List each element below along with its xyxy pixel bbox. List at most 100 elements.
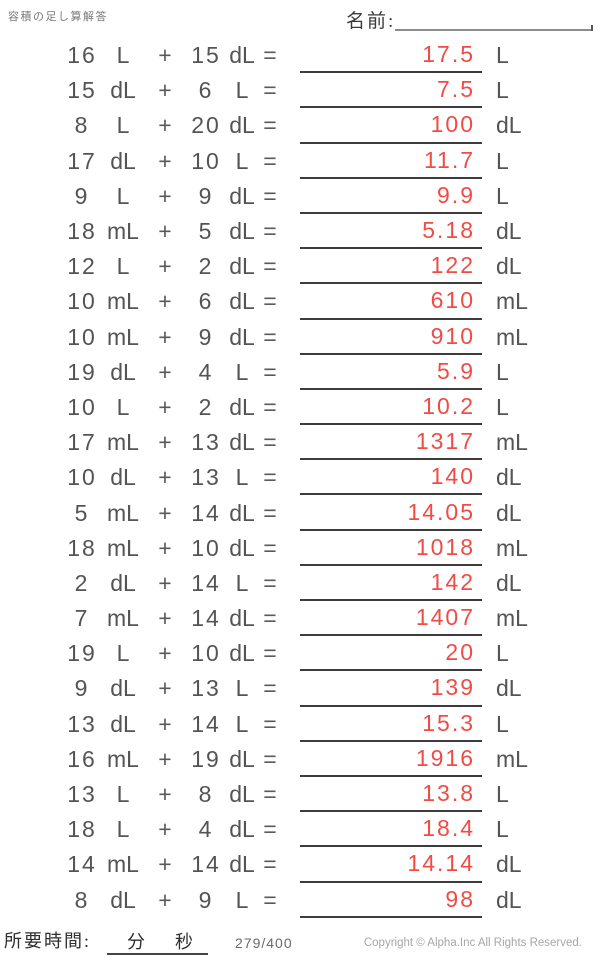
answer-unit: L xyxy=(496,77,509,104)
answer-blank: 139 xyxy=(300,671,482,707)
addend-2-unit: dL xyxy=(229,640,255,667)
plus-sign: + xyxy=(158,288,172,315)
addend-1-unit: mL xyxy=(107,499,139,526)
answer-value: 7.5 xyxy=(437,76,475,103)
addend-2-unit: dL xyxy=(229,851,255,878)
equals-sign: = xyxy=(263,358,277,385)
answer-value: 9.9 xyxy=(437,181,475,208)
addend-2-unit: dL xyxy=(229,182,255,209)
addend-1: 18 xyxy=(67,816,97,843)
addend-1-unit: L xyxy=(116,816,130,843)
addend-1-unit: dL xyxy=(110,77,136,104)
equals-sign: = xyxy=(263,640,277,667)
addend-1-unit: mL xyxy=(107,851,139,878)
addend-1: 10 xyxy=(67,288,97,315)
addend-1: 19 xyxy=(67,640,97,667)
equals-sign: = xyxy=(263,147,277,174)
answer-value: 1317 xyxy=(415,428,475,455)
addend-1: 8 xyxy=(74,886,90,913)
problem-row: 13 L + 8 dL = 13.8 L xyxy=(0,777,600,813)
answer-blank: 610 xyxy=(300,284,482,320)
plus-sign: + xyxy=(158,218,172,245)
addend-2-unit: dL xyxy=(229,253,255,280)
answer-value: 5.18 xyxy=(422,217,475,244)
addend-2-unit: dL xyxy=(229,42,255,69)
answer-unit: L xyxy=(496,393,509,420)
answer-blank: 7.5 xyxy=(300,73,482,109)
equals-sign: = xyxy=(263,464,277,491)
addend-2-unit: L xyxy=(235,886,249,913)
equals-sign: = xyxy=(263,218,277,245)
problem-row: 2 dL + 14 L = 142 dL xyxy=(0,566,600,601)
plus-sign: + xyxy=(158,77,172,104)
problem-row: 14 mL + 14 dL = 14.14 dL xyxy=(0,847,600,883)
problem-row: 9 L + 9 dL = 9.9 L xyxy=(0,179,600,214)
equals-sign: = xyxy=(263,745,277,772)
addend-2-unit: dL xyxy=(229,534,255,561)
addend-2: 6 xyxy=(198,288,214,315)
answer-value: 14.14 xyxy=(407,850,475,877)
answer-unit: dL xyxy=(496,253,522,280)
addend-1: 10 xyxy=(67,393,97,420)
addend-2-unit: dL xyxy=(229,112,255,139)
answer-value: 15.3 xyxy=(422,709,475,736)
addend-1: 14 xyxy=(67,851,97,878)
name-label: 名前: xyxy=(346,11,396,32)
answer-unit: dL xyxy=(496,886,522,913)
equals-sign: = xyxy=(263,112,277,139)
equals-sign: = xyxy=(263,42,277,69)
problem-row: 16 mL + 19 dL = 1916 mL xyxy=(0,742,600,777)
plus-sign: + xyxy=(158,253,172,280)
answer-value: 14.05 xyxy=(407,498,475,525)
answer-unit: mL xyxy=(496,605,528,632)
plus-sign: + xyxy=(158,147,172,174)
answer-unit: L xyxy=(496,640,509,667)
problem-row: 17 mL + 13 dL = 1317 mL xyxy=(0,425,600,461)
addend-2: 6 xyxy=(198,77,214,104)
answer-value: 140 xyxy=(430,463,475,490)
addend-1: 19 xyxy=(67,358,97,385)
time-required-label: 所要時間: xyxy=(4,931,92,951)
answer-blank: 14.14 xyxy=(300,847,482,883)
addend-1: 9 xyxy=(74,182,90,209)
answer-value: 1018 xyxy=(415,533,475,560)
answer-blank: 140 xyxy=(300,460,482,496)
addend-1: 9 xyxy=(74,675,90,702)
answer-unit: L xyxy=(496,42,509,69)
plus-sign: + xyxy=(158,112,172,139)
addend-2: 4 xyxy=(198,816,214,843)
addend-2: 10 xyxy=(191,147,221,174)
addend-2-unit: L xyxy=(235,464,249,491)
equals-sign: = xyxy=(263,569,277,596)
plus-sign: + xyxy=(158,182,172,209)
answer-value: 13.8 xyxy=(422,780,475,807)
answer-value: 142 xyxy=(430,568,475,595)
addend-2: 14 xyxy=(191,851,221,878)
problem-row: 10 L + 2 dL = 10.2 L xyxy=(0,390,600,426)
addend-1-unit: mL xyxy=(107,534,139,561)
answer-unit: dL xyxy=(496,499,522,526)
addend-2-unit: dL xyxy=(229,393,255,420)
answer-unit: mL xyxy=(496,429,528,456)
addend-2-unit: L xyxy=(235,358,249,385)
problem-row: 7 mL + 14 dL = 1407 mL xyxy=(0,601,600,637)
addend-1: 12 xyxy=(67,253,97,280)
page-title: 容積の足し算解答 xyxy=(8,11,108,23)
answer-blank: 142 xyxy=(300,566,482,601)
answer-value: 122 xyxy=(430,252,475,279)
answer-value: 18.4 xyxy=(422,815,475,842)
addend-1: 15 xyxy=(67,77,97,104)
addend-1-unit: dL xyxy=(110,710,136,737)
answer-unit: mL xyxy=(496,534,528,561)
addend-1-unit: dL xyxy=(110,886,136,913)
equals-sign: = xyxy=(263,605,277,632)
addend-1: 8 xyxy=(74,112,90,139)
addend-2-unit: dL xyxy=(229,288,255,315)
addend-1-unit: dL xyxy=(110,464,136,491)
addend-1: 16 xyxy=(67,42,97,69)
addend-2: 13 xyxy=(191,429,221,456)
answer-value: 10.2 xyxy=(422,392,475,419)
equals-sign: = xyxy=(263,499,277,526)
addend-2: 9 xyxy=(198,886,214,913)
answer-unit: dL xyxy=(496,569,522,596)
